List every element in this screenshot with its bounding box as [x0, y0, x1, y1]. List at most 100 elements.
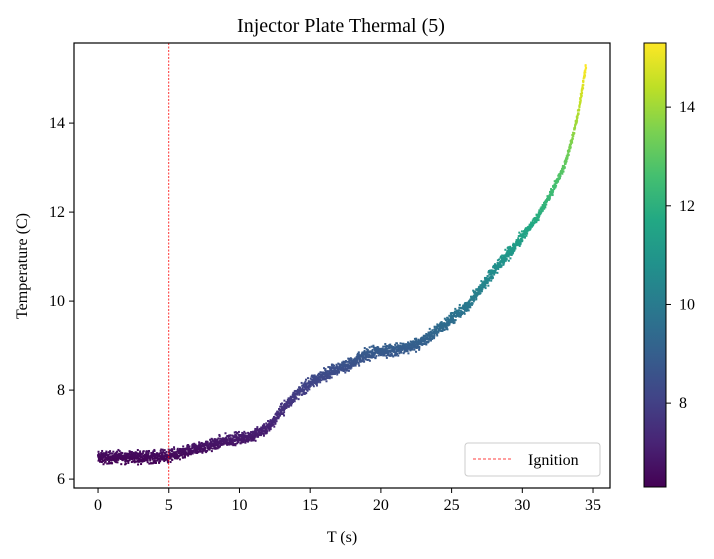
scatter-point: [465, 306, 468, 309]
scatter-point: [107, 456, 110, 459]
chart-title: Injector Plate Thermal (5): [237, 15, 445, 37]
scatter-point: [482, 283, 485, 286]
scatter-point: [194, 443, 197, 446]
scatter-point: [192, 449, 195, 452]
scatter-point: [191, 452, 194, 455]
scatter-point: [307, 380, 310, 383]
scatter-point: [313, 382, 316, 385]
scatter-point: [315, 378, 318, 381]
scatter-point: [458, 315, 461, 318]
scatter-point: [178, 458, 181, 461]
scatter-point: [97, 450, 100, 453]
scatter-point: [382, 354, 385, 357]
scatter-point: [280, 405, 283, 408]
scatter-point: [178, 455, 181, 458]
scatter-point: [216, 444, 219, 447]
scatter-point: [357, 353, 360, 356]
scatter-point: [108, 451, 111, 454]
scatter-point: [433, 335, 436, 338]
scatter-point: [372, 354, 375, 357]
scatter-point: [399, 345, 402, 348]
scatter-point: [561, 172, 564, 175]
scatter-point: [366, 349, 369, 352]
scatter-point: [440, 330, 443, 333]
scatter-point: [267, 424, 270, 427]
scatter-point: [477, 291, 480, 294]
scatter-point: [361, 353, 364, 356]
scatter-point: [464, 307, 467, 310]
scatter-point: [384, 348, 387, 351]
scatter-point: [405, 348, 408, 351]
scatter-point: [257, 435, 260, 438]
scatter-point: [397, 354, 400, 357]
scatter-point: [513, 243, 516, 246]
scatter-point: [345, 360, 348, 363]
scatter-point: [108, 460, 111, 463]
scatter-point: [149, 459, 152, 462]
scatter-point: [121, 459, 124, 462]
scatter-point: [413, 348, 416, 351]
scatter-point: [107, 453, 110, 456]
scatter-point: [158, 455, 161, 458]
scatter-point: [567, 151, 570, 154]
scatter-point: [287, 402, 290, 405]
scatter-point: [335, 363, 338, 366]
scatter-point: [366, 353, 369, 356]
scatter-point: [530, 225, 533, 228]
scatter-point: [431, 337, 434, 340]
scatter-point: [182, 448, 185, 451]
scatter-point: [336, 366, 339, 369]
scatter-point: [529, 228, 532, 231]
scatter-point: [187, 451, 190, 454]
scatter-point: [193, 442, 196, 445]
scatter-point: [188, 453, 191, 456]
scatter-point: [129, 455, 132, 458]
scatter-point: [305, 392, 308, 395]
scatter-point: [347, 366, 350, 369]
scatter-point: [486, 275, 489, 278]
scatter-point: [489, 270, 492, 273]
scatter-point: [214, 444, 217, 447]
scatter-point: [512, 247, 515, 250]
scatter-point: [146, 459, 149, 462]
scatter-point: [394, 347, 397, 350]
scatter-point: [479, 284, 482, 287]
scatter-point: [322, 373, 325, 376]
scatter-point: [514, 247, 517, 250]
scatter-point: [252, 435, 255, 438]
scatter-point: [496, 271, 499, 274]
scatter-point: [383, 345, 386, 348]
scatter-point: [408, 342, 411, 345]
scatter-point: [505, 258, 508, 261]
scatter-point: [176, 447, 179, 450]
scatter-point: [363, 347, 366, 350]
scatter-point: [246, 434, 249, 437]
scatter-point: [486, 281, 489, 284]
scatter-point: [494, 270, 497, 273]
scatter-point: [364, 353, 367, 356]
scatter-point: [293, 398, 296, 401]
scatter-point: [118, 453, 121, 456]
scatter-point: [493, 273, 496, 276]
scatter-point: [161, 454, 164, 457]
scatter-point: [538, 214, 541, 217]
scatter-point: [569, 147, 572, 150]
scatter-point: [199, 443, 202, 446]
scatter-point: [445, 319, 448, 322]
y-axis-label: Temperature (C): [14, 213, 31, 319]
scatter-point: [239, 442, 242, 445]
scatter-point: [461, 312, 464, 315]
scatter-point: [429, 337, 432, 340]
scatter-point: [584, 71, 587, 74]
scatter-point: [326, 377, 329, 380]
scatter-point: [503, 254, 506, 257]
scatter-point: [253, 437, 256, 440]
scatter-point: [377, 354, 380, 357]
scatter-point: [293, 400, 296, 403]
scatter-point: [354, 363, 357, 366]
x-tick-label: 20: [373, 497, 389, 514]
x-tick-label: 25: [444, 497, 460, 514]
scatter-point: [218, 445, 221, 448]
scatter-point: [244, 441, 247, 444]
scatter-point: [135, 460, 138, 463]
